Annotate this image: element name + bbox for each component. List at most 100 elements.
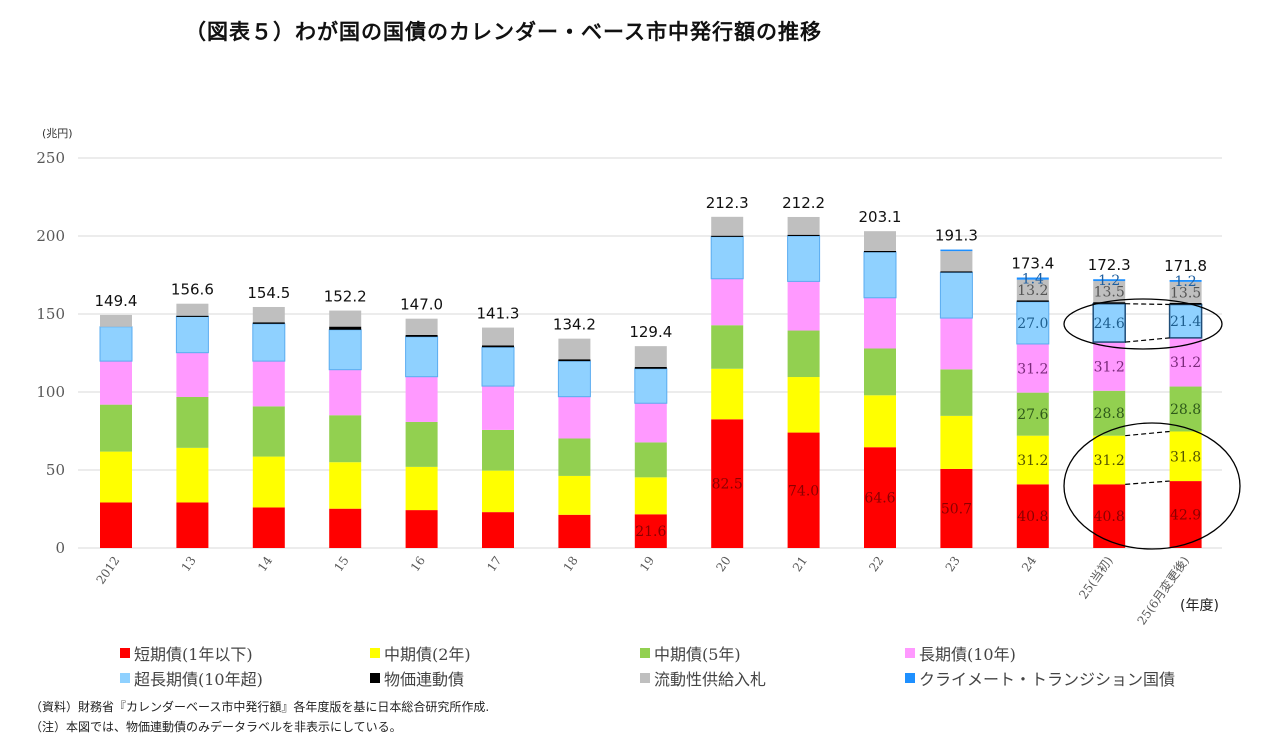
bar-segment [710,236,744,280]
bar-segment [329,508,362,548]
bar-segment [1093,435,1126,485]
comparison-dashed-line [1125,480,1170,485]
bar-segment [100,404,132,452]
total-label: 191.3 [935,227,978,245]
legend-label: 長期債(10年) [919,645,1016,664]
bar-segment [329,310,362,327]
bar-segment [252,306,285,323]
legend-swatch [905,673,915,683]
bar-segment [787,377,820,433]
bar-segment [176,315,209,317]
bar-segment [863,251,897,299]
bar-segment [711,325,744,369]
total-label: 212.2 [782,194,825,212]
bar-segment [787,235,821,282]
bar-segment [1169,431,1202,482]
legend-swatch [370,673,380,683]
legend-label: 流動性供給入札 [654,670,767,689]
data-label: 31.2 [1094,453,1125,469]
bar-segment [252,323,286,362]
bar-segment [1169,302,1202,305]
total-label: 134.2 [553,316,596,334]
bar-segment [558,338,591,360]
data-label: 31.2 [1170,355,1201,371]
total-label: 154.5 [247,284,290,302]
bar-segment [1169,386,1202,432]
bar-segment [711,278,744,326]
comparison-dashed-line [1125,337,1170,343]
bar-segment [864,250,896,253]
bar-segment [405,421,438,467]
total-label: 129.4 [629,323,672,341]
legend-swatch [370,648,380,658]
bar-segment [1169,279,1202,282]
data-label: 31.8 [1170,449,1201,465]
bar-segment [1016,435,1049,485]
bar-segment [864,297,896,349]
total-label: 171.8 [1164,257,1207,275]
x-tick-label: 21 [790,554,810,575]
bar-segment [634,403,667,443]
bar-segment [100,361,132,405]
highlight-ellipse-short-mid [1063,422,1241,550]
bar-segment [711,216,744,236]
bar-segment [1016,484,1049,548]
bar-segment [176,502,209,548]
bar-segment [482,386,514,430]
y-tick-label: 100 [36,383,65,401]
bar-segment [482,345,514,348]
data-label: 82.5 [712,477,743,493]
y-tick-label: 0 [55,539,65,557]
bar-segment [1169,281,1202,303]
bar-segment [1169,337,1202,387]
bar-segment [405,466,438,511]
bar-segment [100,314,132,327]
legend-label: 超長期債(10年超) [134,670,263,689]
total-label: 172.3 [1088,256,1131,274]
source-note: （資料）財務省『カレンダーベース市中発行額』各年度版を基に日本総合研究所作成. [30,700,490,714]
bar-segment [940,318,973,370]
bar-segment [864,348,896,396]
x-tick-label: 17 [484,554,504,575]
legend-item: 長期債(10年) [905,641,1016,665]
bar-segment [1093,302,1126,304]
y-tick-label: 250 [36,149,65,167]
bar-segment [329,369,362,416]
bar-segment [176,352,209,397]
data-label: 13.5 [1094,285,1125,301]
bar-segment [940,369,973,416]
legend-swatch [120,648,130,658]
data-label: 64.6 [864,491,895,507]
bar-segment [329,415,362,463]
legend-item: 中期債(2年) [370,641,471,665]
data-label: 74.0 [788,483,819,499]
bar-segment [1016,392,1049,436]
bar-segment [99,326,133,362]
bar-segment [558,475,591,515]
bar-segment [1093,390,1126,436]
data-label: 13.5 [1170,285,1201,301]
data-label: 40.8 [1094,509,1125,525]
total-label: 149.4 [95,292,138,310]
bar-segment [175,315,209,354]
bar-segment [252,456,285,508]
legend-swatch [640,648,650,658]
bar-segment [864,395,896,448]
x-axis-unit: (年度) [1180,598,1219,614]
bar-segment [252,361,285,407]
y-tick-label: 200 [36,227,65,245]
data-label: 28.8 [1094,406,1125,422]
bar-segment [940,251,973,272]
bar-segment [405,510,438,548]
legend-swatch [120,673,130,683]
bar-segment [558,514,591,548]
bar-segment [558,438,591,476]
bar-segment [711,419,744,548]
legend-label: 中期債(5年) [654,645,741,664]
bar-segment [787,216,820,235]
data-label: 31.2 [1094,359,1125,375]
data-label: 1.2 [1098,273,1120,289]
bar-segment [481,346,515,387]
data-label: 21.4 [1170,314,1201,330]
total-label: 141.3 [477,305,520,323]
